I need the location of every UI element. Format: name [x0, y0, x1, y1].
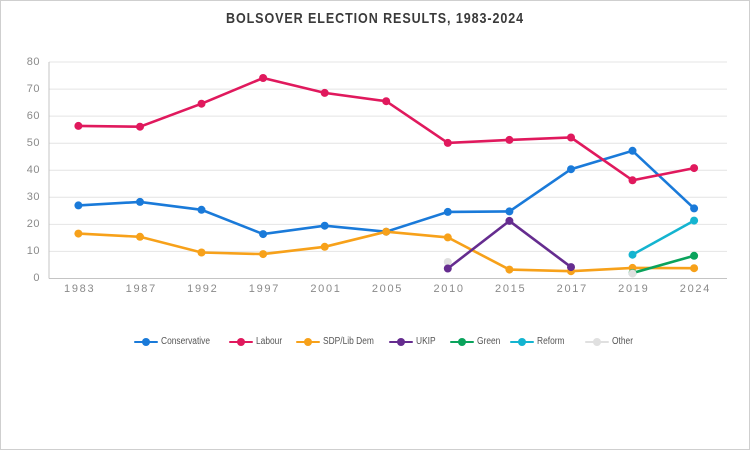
svg-text:2015: 2015: [495, 283, 526, 295]
svg-text:0: 0: [33, 272, 40, 284]
svg-text:2019: 2019: [618, 283, 649, 295]
svg-text:10: 10: [27, 245, 40, 257]
svg-text:1997: 1997: [249, 283, 280, 295]
svg-text:1983: 1983: [64, 283, 95, 295]
svg-text:70: 70: [27, 83, 40, 95]
svg-text:2010: 2010: [433, 283, 464, 295]
svg-text:2005: 2005: [372, 283, 403, 295]
svg-text:1987: 1987: [126, 283, 157, 295]
svg-text:60: 60: [27, 110, 40, 122]
svg-text:40: 40: [27, 164, 40, 176]
svg-text:2024: 2024: [680, 283, 711, 295]
svg-text:1992: 1992: [187, 283, 218, 295]
svg-text:2017: 2017: [557, 283, 588, 295]
svg-text:20: 20: [27, 218, 40, 230]
svg-text:2001: 2001: [310, 283, 341, 295]
svg-text:80: 80: [27, 56, 40, 68]
svg-text:30: 30: [27, 191, 40, 203]
svg-text:50: 50: [27, 137, 40, 149]
